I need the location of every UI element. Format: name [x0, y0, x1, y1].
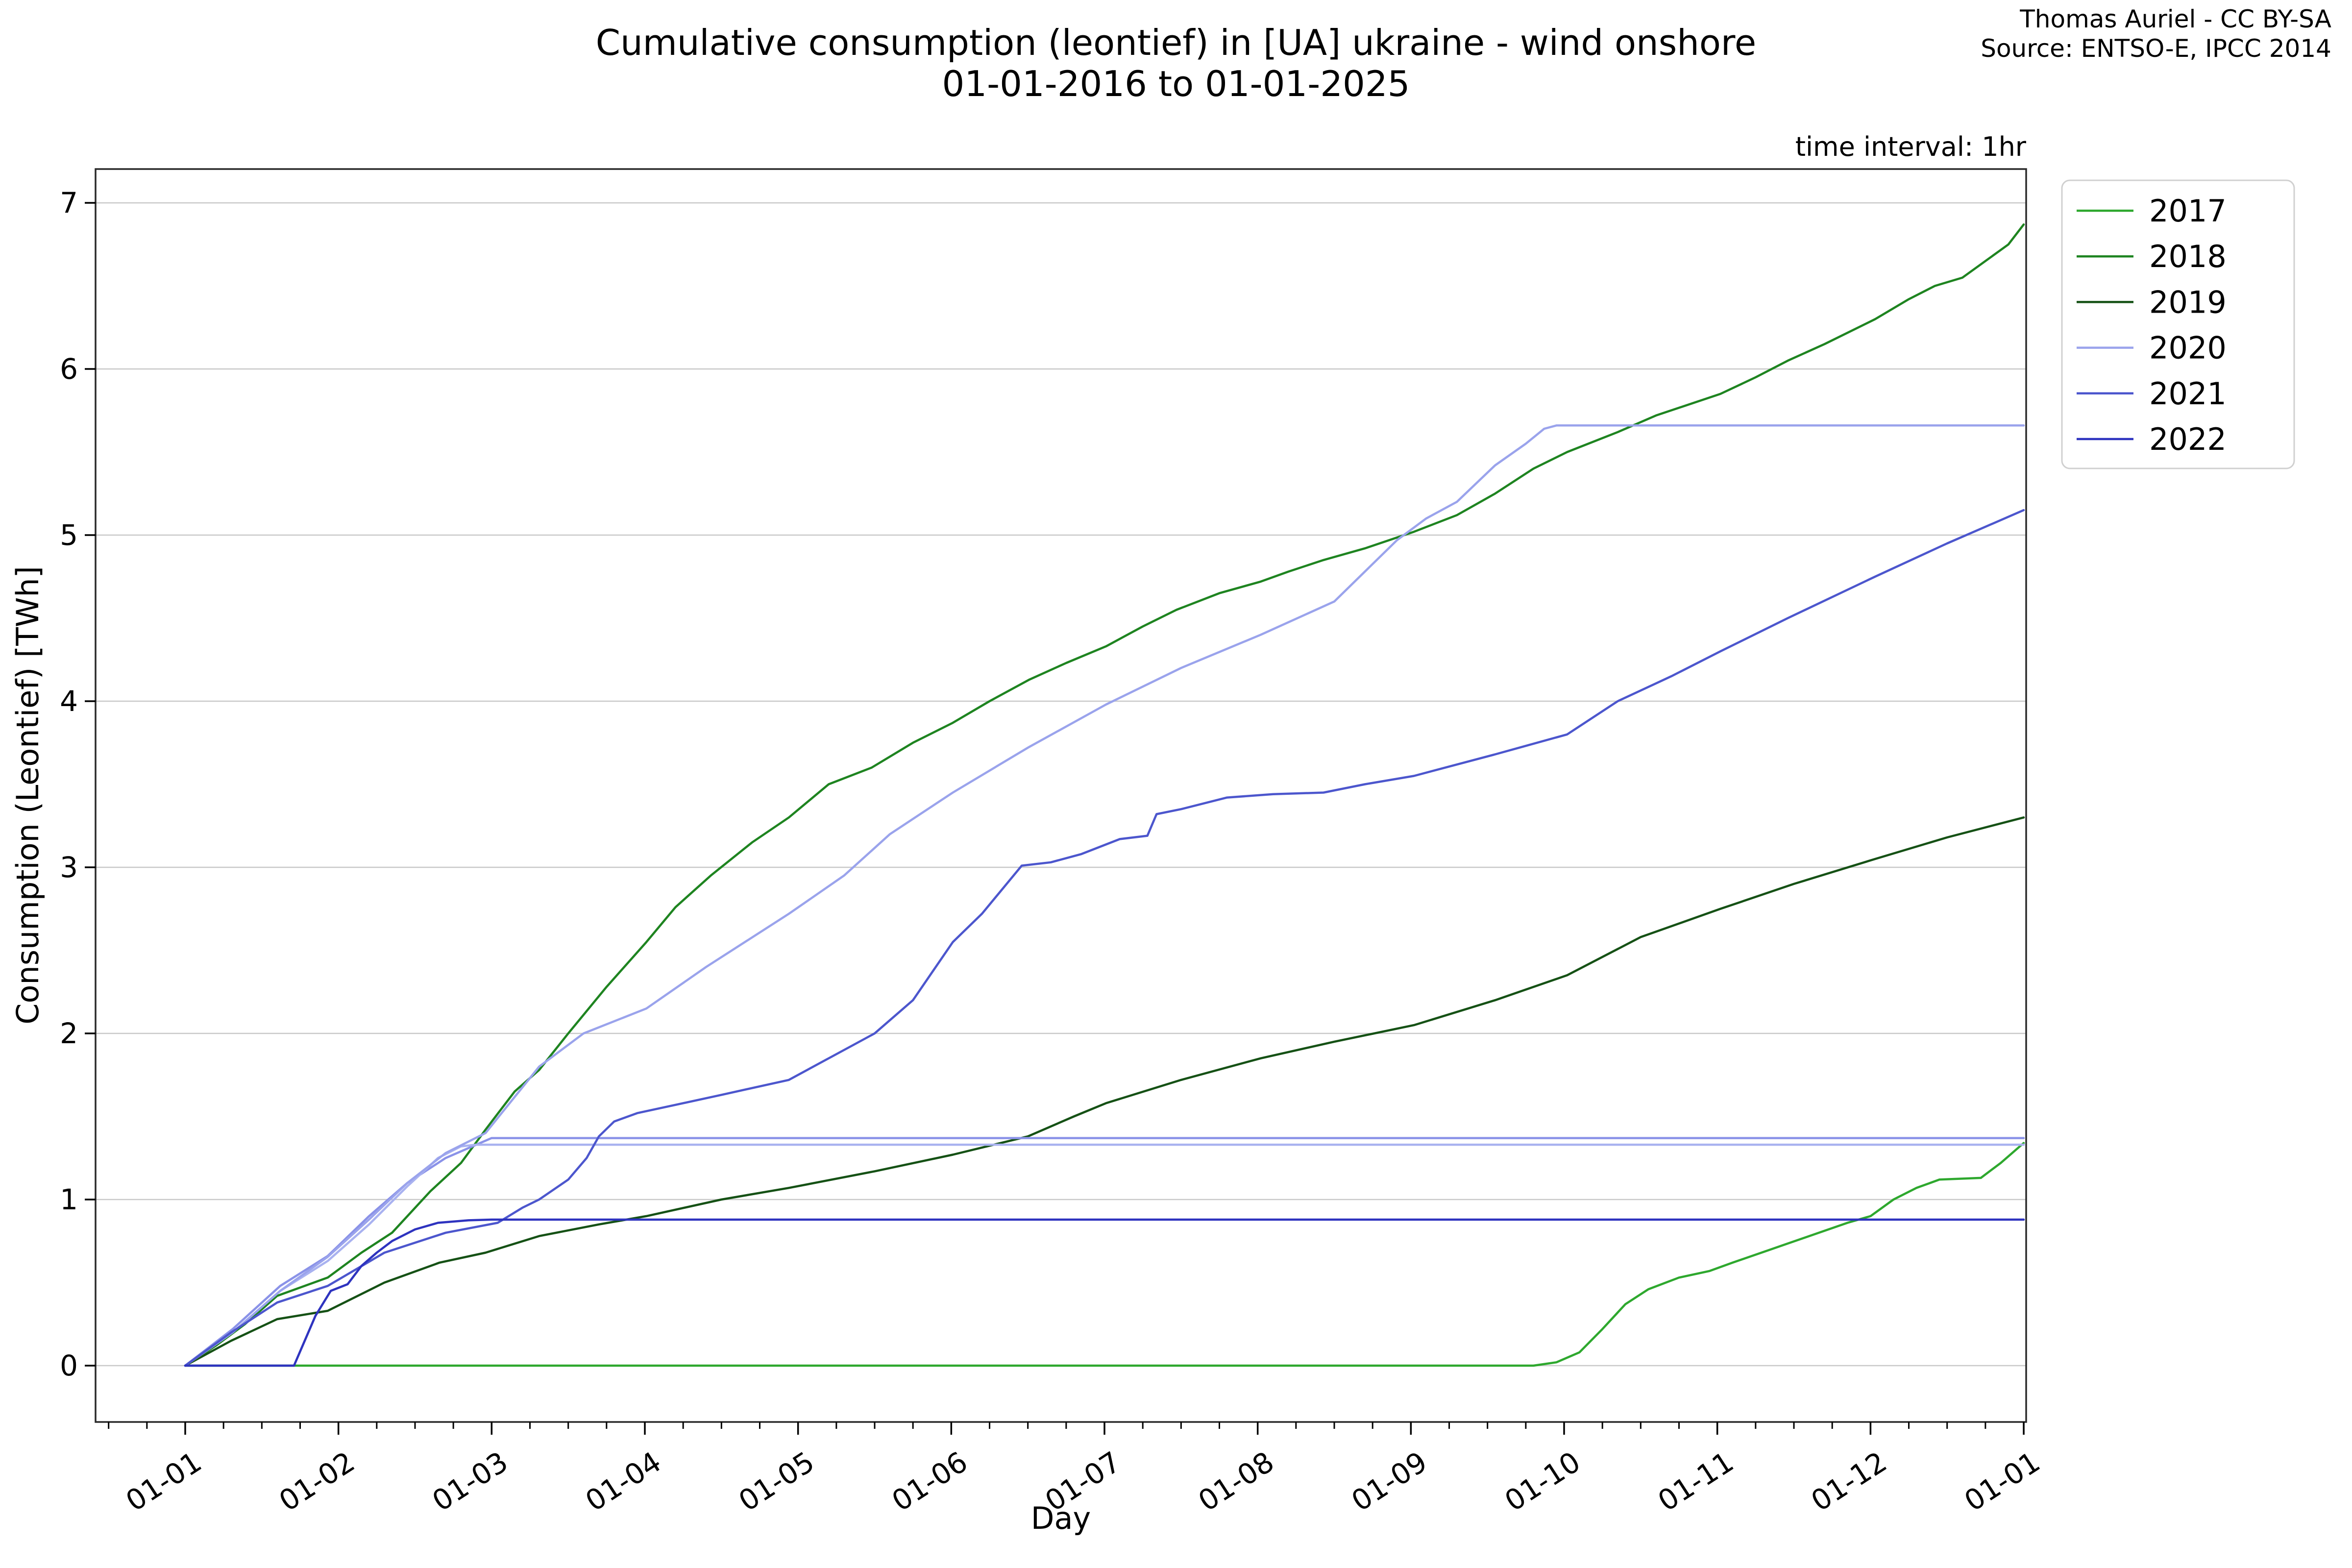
x-tick-label-10: 01-11 — [1652, 1445, 1739, 1518]
series-line-2020 — [184, 424, 2025, 1367]
y-tick-label-3: 3 — [60, 851, 78, 884]
y-tick-label-7: 7 — [60, 186, 78, 220]
y-tick-label-1: 1 — [60, 1183, 78, 1216]
legend-label-2021: 2021 — [2149, 376, 2227, 412]
series-line-unlabeled_flat_upper — [184, 1137, 2025, 1367]
x-tick-label-0: 01-01 — [120, 1445, 207, 1518]
x-tick-label-11: 01-12 — [1805, 1445, 1892, 1518]
legend-label-2020: 2020 — [2149, 330, 2227, 366]
series-line-2017 — [184, 1142, 2025, 1367]
legend-label-2022: 2022 — [2149, 421, 2227, 457]
legend-item-2018: 2018 — [2077, 239, 2227, 274]
x-tick-label-12: 01-01 — [1959, 1445, 2046, 1518]
y-tick-label-0: 0 — [60, 1349, 78, 1382]
series-line-2019 — [184, 816, 2025, 1367]
x-tick-label-7: 01-08 — [1192, 1445, 1279, 1518]
plot-frame — [95, 168, 2027, 1423]
plot-border — [95, 168, 2027, 1423]
legend-box — [2061, 179, 2295, 469]
series-line-2021 — [184, 509, 2025, 1367]
x-tick-label-5: 01-06 — [886, 1445, 973, 1518]
legend-label-2019: 2019 — [2149, 284, 2227, 320]
gridlines — [96, 202, 2026, 1367]
series-line-2018 — [184, 223, 2025, 1367]
x-tick-label-3: 01-04 — [580, 1445, 667, 1518]
y-tick-label-2: 2 — [60, 1017, 78, 1050]
y-tick-label-6: 6 — [60, 352, 78, 386]
axis-ticks: 0 1 2 3 4 5 6 7 01-01 01-02 01-03 01-04 01-05 01-06 01… — [60, 186, 2046, 1518]
x-tick-label-4: 01-05 — [733, 1445, 820, 1518]
attribution-source: Source: ENTSO-E, IPCC 2014 — [1981, 34, 2331, 63]
time-interval-note: time interval: 1hr — [1795, 131, 2027, 162]
y-axis-label: Consumption (Leontief) [TWh] — [10, 566, 46, 1025]
legend-item-2019: 2019 — [2077, 284, 2227, 320]
legend-item-2017: 2017 — [2077, 193, 2227, 229]
x-tick-label-8: 01-09 — [1346, 1445, 1433, 1518]
x-tick-label-9: 01-10 — [1499, 1445, 1586, 1518]
legend-item-2020: 2020 — [2077, 330, 2227, 366]
attribution-author: Thomas Auriel - CC BY-SA — [2019, 5, 2331, 33]
chart-title-line1: Cumulative consumption (leontief) in [UA… — [596, 22, 1756, 63]
series-line-unlabeled_flat_lower — [184, 1143, 2025, 1367]
legend-item-2022: 2022 — [2077, 421, 2227, 457]
series-lines — [184, 223, 2025, 1367]
chart-title-line2: 01-01-2016 to 01-01-2025 — [942, 63, 1410, 104]
legend-label-2017: 2017 — [2149, 193, 2227, 229]
x-tick-label-1: 01-02 — [273, 1445, 360, 1518]
x-tick-label-2: 01-03 — [426, 1445, 514, 1518]
y-tick-label-4: 4 — [60, 685, 78, 718]
legend-label-2018: 2018 — [2149, 239, 2227, 274]
y-tick-label-5: 5 — [60, 518, 78, 552]
series-line-2022 — [184, 1218, 2025, 1367]
x-axis-label: Day — [1031, 1500, 1091, 1536]
legend-item-2021: 2021 — [2077, 376, 2227, 412]
legend: 2017 2018 2019 2020 2021 2022 — [2061, 179, 2295, 469]
